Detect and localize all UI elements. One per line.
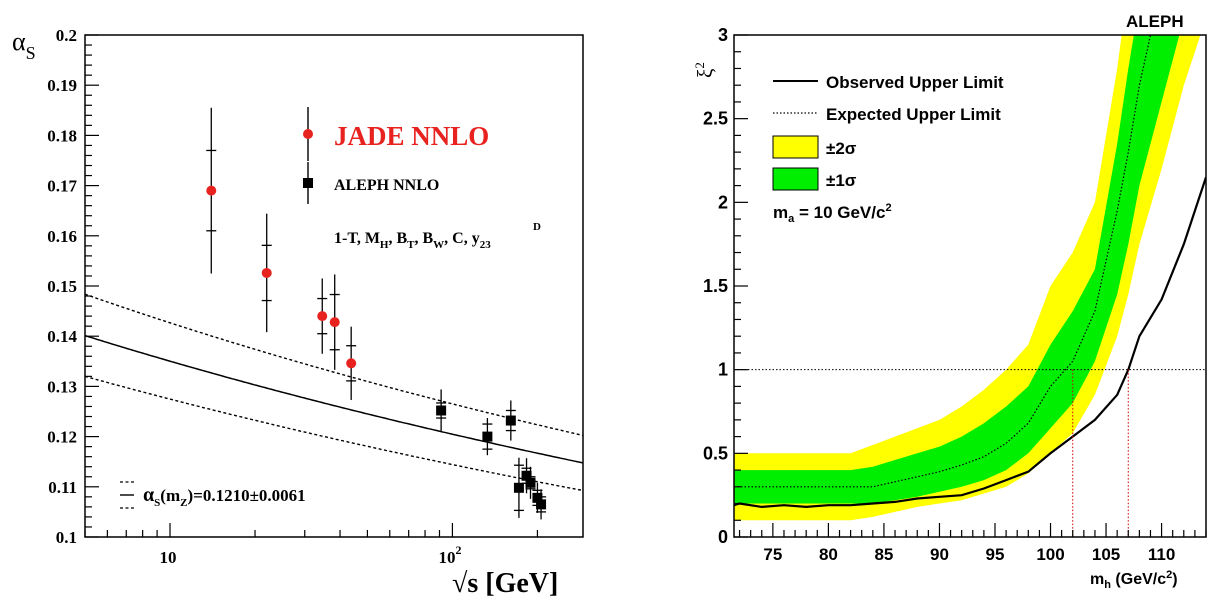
left-data-points <box>206 107 547 520</box>
legend-jade-marker <box>303 129 313 139</box>
right-y-tick-label: 3 <box>718 25 728 45</box>
legend-expected-label: Expected Upper Limit <box>826 105 1001 124</box>
jade-data-point <box>346 326 357 400</box>
left-y-tick-label: 0.14 <box>47 327 77 346</box>
right-x-tick-label: 105 <box>1092 545 1120 564</box>
jade-data-point <box>329 274 340 370</box>
jade-data-point <box>206 107 217 274</box>
right-x-tick-label: 75 <box>763 545 782 564</box>
observed-limit-line <box>734 176 1206 509</box>
two-sigma-band <box>734 35 1201 521</box>
aleph-data-point <box>525 466 536 499</box>
legend-observables: 1-T, MH, BT, BW, C, y23 <box>334 230 491 251</box>
legend-observed-label: Observed Upper Limit <box>826 73 1004 92</box>
aleph-data-point <box>513 457 524 518</box>
legend-mass-label: ma = 10 GeV/c2 <box>773 202 892 225</box>
xi2-limit-plot: 75 80 85 90 95 100 105 110 0 0.5 1 1.5 2 2.5 3 ALEPH ξ… <box>692 12 1207 591</box>
left-plot-frame <box>84 34 584 538</box>
legend-aleph-marker <box>303 178 313 188</box>
left-x-tick-label-10: 10 <box>160 548 177 567</box>
left-y-tick-label: 0.19 <box>47 76 77 95</box>
legend-two-sigma-swatch <box>772 135 819 159</box>
left-y-tick-label: 0.17 <box>47 177 77 196</box>
left-y-tick-label: 0.13 <box>47 377 77 396</box>
left-y-tick-label: 0.1 <box>56 528 77 547</box>
left-y-tick-label: 0.12 <box>47 428 77 447</box>
right-x-tick-label: 80 <box>819 545 838 564</box>
expected-limit-line <box>734 35 1152 488</box>
right-y-tick-label: 1.5 <box>703 276 728 296</box>
right-y-tick-label: 1 <box>718 360 728 380</box>
left-axis-ticks: 0.1 0.11 0.12 0.13 0.14 0.15 0.16 0.17 0.18 0.19 0… <box>47 26 539 547</box>
left-y-tick-label: 0.2 <box>56 26 77 45</box>
aleph-data-point <box>536 489 547 520</box>
right-y-tick-label: 0.5 <box>703 443 728 463</box>
left-y-axis-label: αS <box>12 27 36 63</box>
one-sigma-band <box>734 35 1180 504</box>
right-y-axis-label: ξ2 <box>692 62 717 78</box>
fit-curve-upper <box>85 293 583 437</box>
legend-one-sigma-label: ±1σ <box>826 171 857 190</box>
right-title: ALEPH <box>1126 12 1184 31</box>
right-x-tick-label: 110 <box>1148 545 1175 564</box>
left-x-axis-label: √s [GeV] <box>452 568 558 599</box>
right-x-tick-label: 100 <box>1036 545 1064 564</box>
legend-aleph-label: ALEPH NNLO <box>334 177 439 194</box>
right-x-tick-label: 95 <box>986 545 1005 564</box>
right-bands <box>734 35 1201 521</box>
right-x-axis-label: mh (GeV/c2) <box>1090 569 1178 591</box>
right-y-tick-label: 2 <box>718 192 728 212</box>
legend-observables-sup: D <box>533 221 541 233</box>
left-x-tick-label-100: 102 <box>439 543 462 567</box>
right-lines <box>734 35 1206 537</box>
jade-data-point <box>261 213 272 333</box>
left-y-tick-label: 0.15 <box>47 277 77 296</box>
right-y-tick-label: 2.5 <box>703 109 728 129</box>
legend-two-sigma-label: ±2σ <box>826 139 857 158</box>
left-curves <box>85 293 583 492</box>
aleph-data-point <box>482 418 493 456</box>
left-legend: JADE NNLO ALEPH NNLO 1-T, MH, BT, BW, C,… <box>120 107 541 509</box>
left-y-tick-label: 0.11 <box>48 478 77 497</box>
aleph-data-point <box>436 389 447 432</box>
aleph-data-point <box>505 400 516 441</box>
right-y-tick-label: 0 <box>718 527 728 547</box>
alpha-s-running-plot: 0.1 0.11 0.12 0.13 0.14 0.15 0.16 0.17 0.18 0.19 0… <box>12 26 584 599</box>
right-x-tick-label: 90 <box>930 545 949 564</box>
jade-data-point <box>317 278 328 354</box>
legend-fit-label: αS(mZ)=0.1210±0.0061 <box>143 484 306 509</box>
left-y-tick-label: 0.18 <box>47 126 77 145</box>
right-axis-ticks: 75 80 85 90 95 100 105 110 0 0.5 1 1.5 2 2.5 3 <box>703 25 1207 564</box>
right-legend: Observed Upper Limit Expected Upper Limi… <box>772 73 1004 225</box>
legend-jade-label: JADE NNLO <box>334 121 489 151</box>
fit-curve-central <box>85 334 583 464</box>
legend-one-sigma-swatch <box>772 167 819 191</box>
right-x-tick-label: 85 <box>874 545 893 564</box>
left-y-tick-label: 0.16 <box>47 227 77 246</box>
